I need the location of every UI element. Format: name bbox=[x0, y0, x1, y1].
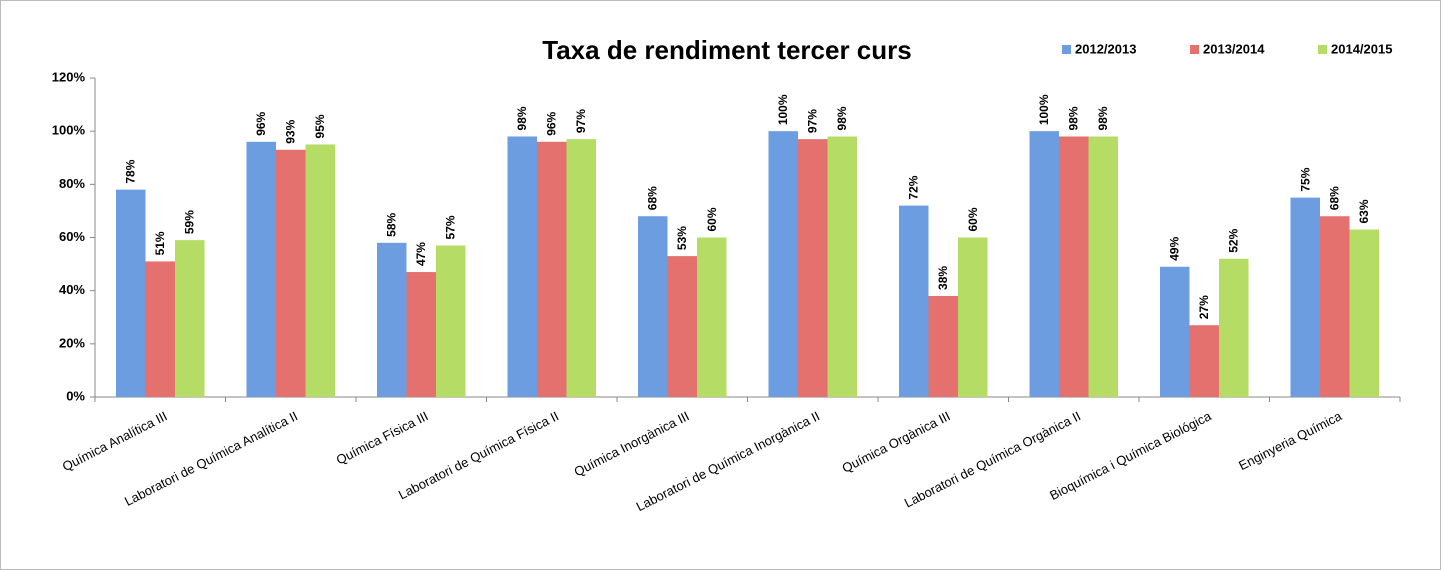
bar bbox=[1219, 258, 1249, 397]
value-label: 98% bbox=[1096, 106, 1110, 130]
bar bbox=[276, 149, 306, 397]
bar bbox=[436, 245, 466, 397]
value-label: 57% bbox=[444, 215, 458, 239]
value-label: 98% bbox=[835, 106, 849, 130]
bar bbox=[377, 242, 407, 397]
bar bbox=[768, 131, 798, 397]
bar bbox=[246, 141, 276, 397]
value-label: 51% bbox=[153, 231, 167, 255]
bar bbox=[1320, 216, 1350, 397]
bar bbox=[1029, 131, 1059, 397]
legend-swatch bbox=[1062, 45, 1071, 54]
bar bbox=[1088, 136, 1118, 397]
value-label: 68% bbox=[1328, 186, 1342, 210]
bar bbox=[175, 240, 205, 397]
y-tick-label: 100% bbox=[52, 123, 86, 138]
value-label: 98% bbox=[515, 106, 529, 130]
legend-label: 2014/2015 bbox=[1331, 41, 1392, 56]
bar bbox=[1290, 197, 1320, 397]
bar bbox=[1160, 266, 1190, 397]
bar bbox=[1059, 136, 1089, 397]
bar bbox=[566, 139, 596, 397]
bar bbox=[305, 144, 335, 397]
value-label: 60% bbox=[705, 207, 719, 231]
y-tick-label: 0% bbox=[66, 388, 85, 403]
y-tick-label: 60% bbox=[59, 229, 85, 244]
value-label: 93% bbox=[284, 119, 298, 143]
value-label: 97% bbox=[806, 109, 820, 133]
y-tick-label: 120% bbox=[52, 69, 86, 84]
value-label: 68% bbox=[646, 186, 660, 210]
value-label: 100% bbox=[776, 94, 790, 125]
bar bbox=[116, 189, 146, 397]
value-label: 97% bbox=[574, 109, 588, 133]
value-label: 63% bbox=[1357, 199, 1371, 223]
bar bbox=[667, 256, 697, 397]
value-label: 100% bbox=[1037, 94, 1051, 125]
value-label: 60% bbox=[966, 207, 980, 231]
value-label: 96% bbox=[254, 111, 268, 135]
value-label: 49% bbox=[1168, 236, 1182, 260]
bar bbox=[798, 139, 828, 397]
bar bbox=[537, 141, 567, 397]
chart-title: Taxa de rendiment tercer curs bbox=[542, 35, 911, 65]
value-label: 47% bbox=[414, 242, 428, 266]
value-label: 38% bbox=[936, 266, 950, 290]
value-label: 96% bbox=[545, 111, 559, 135]
y-tick-label: 80% bbox=[59, 176, 85, 191]
value-label: 53% bbox=[675, 226, 689, 250]
bar bbox=[958, 237, 988, 397]
bar bbox=[899, 205, 929, 397]
bar bbox=[697, 237, 727, 397]
bar bbox=[827, 136, 857, 397]
value-label: 72% bbox=[907, 175, 921, 199]
bar bbox=[928, 295, 958, 397]
legend-swatch bbox=[1190, 45, 1199, 54]
y-tick-label: 40% bbox=[59, 282, 85, 297]
value-label: 27% bbox=[1197, 295, 1211, 319]
bar bbox=[507, 136, 537, 397]
value-label: 59% bbox=[183, 210, 197, 234]
value-label: 78% bbox=[124, 159, 138, 183]
legend-swatch bbox=[1318, 45, 1327, 54]
value-label: 58% bbox=[385, 212, 399, 236]
legend-label: 2012/2013 bbox=[1075, 41, 1136, 56]
value-label: 95% bbox=[313, 114, 327, 138]
bar bbox=[638, 216, 668, 397]
bar bbox=[1349, 229, 1379, 397]
bar bbox=[145, 261, 175, 397]
bar bbox=[1189, 325, 1219, 397]
value-label: 75% bbox=[1298, 167, 1312, 191]
bar bbox=[406, 272, 436, 397]
value-label: 52% bbox=[1227, 228, 1241, 252]
value-label: 98% bbox=[1067, 106, 1081, 130]
y-tick-label: 20% bbox=[59, 335, 85, 350]
legend-label: 2013/2014 bbox=[1203, 41, 1265, 56]
